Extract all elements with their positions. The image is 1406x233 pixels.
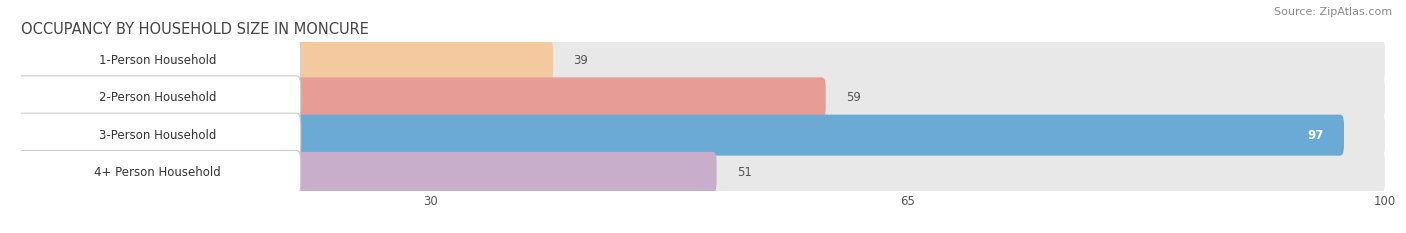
FancyBboxPatch shape [21, 77, 825, 118]
Text: 39: 39 [574, 54, 588, 67]
FancyBboxPatch shape [21, 115, 1385, 156]
FancyBboxPatch shape [21, 77, 1385, 118]
FancyBboxPatch shape [14, 76, 301, 120]
FancyBboxPatch shape [21, 40, 1385, 81]
FancyBboxPatch shape [21, 40, 553, 81]
FancyBboxPatch shape [14, 151, 301, 194]
Text: 2-Person Household: 2-Person Household [98, 91, 217, 104]
Text: 51: 51 [737, 166, 752, 179]
Text: OCCUPANCY BY HOUSEHOLD SIZE IN MONCURE: OCCUPANCY BY HOUSEHOLD SIZE IN MONCURE [21, 22, 368, 37]
Text: 97: 97 [1308, 129, 1323, 142]
Text: Source: ZipAtlas.com: Source: ZipAtlas.com [1274, 7, 1392, 17]
FancyBboxPatch shape [14, 39, 301, 82]
Text: 3-Person Household: 3-Person Household [98, 129, 217, 142]
Text: 59: 59 [846, 91, 860, 104]
FancyBboxPatch shape [21, 115, 1344, 156]
Text: 4+ Person Household: 4+ Person Household [94, 166, 221, 179]
FancyBboxPatch shape [21, 152, 717, 193]
Text: 1-Person Household: 1-Person Household [98, 54, 217, 67]
FancyBboxPatch shape [21, 152, 1385, 193]
FancyBboxPatch shape [14, 113, 301, 157]
